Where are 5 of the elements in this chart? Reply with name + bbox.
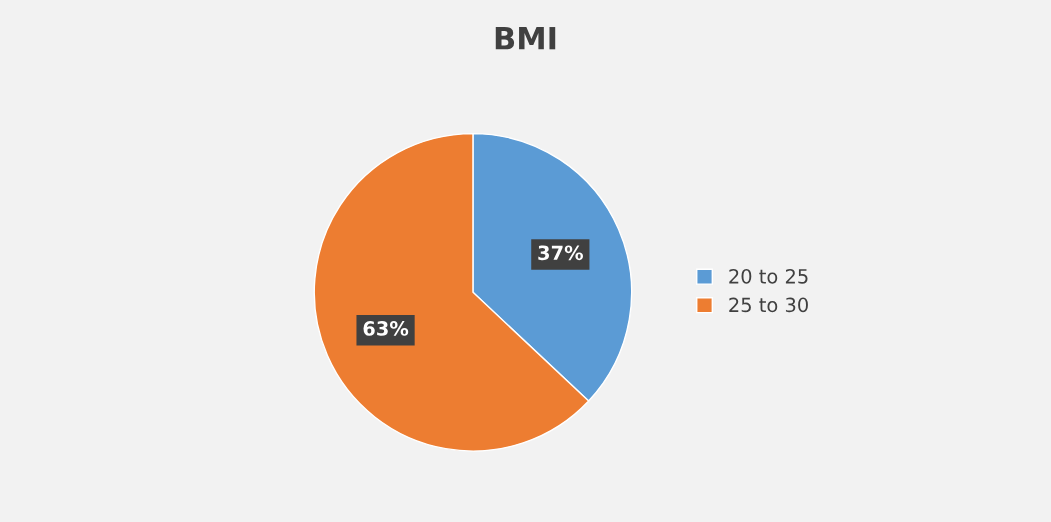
legend-label: 25 to 30	[729, 297, 808, 313]
data-label: 37%	[538, 245, 583, 261]
data-label: 63%	[363, 321, 409, 336]
legend-label: 20 to 25	[729, 268, 808, 284]
chart-title: BMI	[495, 27, 556, 50]
